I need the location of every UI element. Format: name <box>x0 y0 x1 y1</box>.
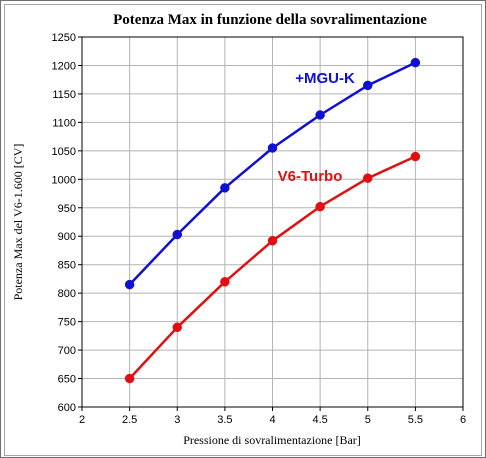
data-point <box>124 373 135 384</box>
data-point <box>410 57 421 68</box>
data-point <box>267 236 278 246</box>
series-label: V6-Turbo <box>278 168 343 185</box>
y-tick-label: 700 <box>58 345 76 357</box>
grid <box>82 37 463 407</box>
x-tick-label: 5.5 <box>408 414 423 426</box>
y-tick-label: 1250 <box>52 32 76 44</box>
y-tick-label: 750 <box>58 317 76 329</box>
y-tick-label: 900 <box>58 231 76 243</box>
chart-frame-inner <box>4 4 482 456</box>
data-point <box>410 151 421 162</box>
series-group: +MGU-K V6-Turbo <box>124 57 421 384</box>
data-point <box>220 277 230 287</box>
data-point <box>124 279 135 290</box>
data-point <box>220 183 230 193</box>
y-tick-label: 1200 <box>52 60 76 72</box>
y-tick-label: 650 <box>58 374 76 386</box>
x-tick-label: 2 <box>79 414 85 426</box>
y-tick-label: 850 <box>58 260 76 272</box>
x-tick-label: 6 <box>460 414 466 426</box>
x-tick-label: 3 <box>174 414 180 426</box>
ticks: 2 2.5 3 3.5 4 4.5 5 5.5 6 600 650 700 750 800 850 900 95… <box>52 32 467 426</box>
data-point <box>315 110 325 120</box>
data-point <box>172 322 182 333</box>
data-point <box>172 229 182 240</box>
x-axis-label: Pressione di sovralimentazione [Bar] <box>183 433 361 447</box>
y-tick-label: 800 <box>58 288 76 300</box>
y-tick-label: 1100 <box>52 117 76 129</box>
y-tick-label: 1050 <box>52 146 76 158</box>
y-tick-label: 1000 <box>52 174 76 186</box>
y-tick-label: 950 <box>58 203 76 215</box>
data-point <box>363 173 373 183</box>
x-tick-label: 2.5 <box>122 414 137 426</box>
data-point <box>267 143 278 153</box>
y-axis-label: Potenza Max del V6-1.600 [CV] <box>11 144 25 301</box>
x-tick-label: 4.5 <box>312 414 327 426</box>
data-point <box>363 80 373 91</box>
x-tick-label: 5 <box>365 414 371 426</box>
x-tick-label: 3.5 <box>217 414 232 426</box>
chart-title: Potenza Max in funzione della sovralimen… <box>113 12 427 28</box>
y-tick-label: 600 <box>58 402 76 414</box>
y-tick-label: 1150 <box>52 89 76 101</box>
series-label: +MGU-K <box>295 70 355 87</box>
data-point <box>315 201 325 212</box>
x-tick-label: 4 <box>269 414 275 426</box>
